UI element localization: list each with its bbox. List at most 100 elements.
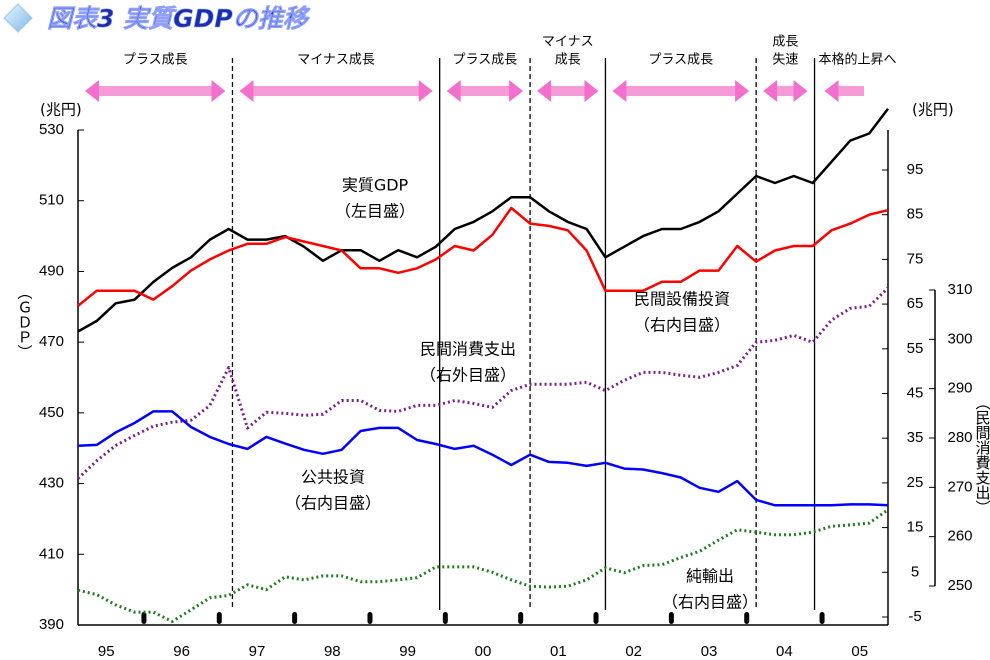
series-scale-label: （右外目盛） [420, 366, 516, 385]
series-scale-label: （左目盛） [335, 202, 415, 221]
y2-tick-label: 45 [907, 384, 924, 401]
series-line [77, 206, 889, 307]
series-label: 公共投資 [301, 468, 365, 487]
y2-unit: (兆円) [912, 101, 954, 119]
y3-tick-label: 270 [947, 478, 972, 495]
arrow-head [537, 80, 552, 102]
series-label: 民間設備投資 [634, 290, 730, 309]
x-tick-label: 96 [173, 643, 190, 660]
arrow-shaft [624, 86, 738, 96]
y-tick-label: 470 [39, 333, 64, 350]
y3-tick-label: 250 [947, 577, 972, 594]
y2-tick-label: 35 [907, 429, 924, 446]
y2-tick-label: 65 [907, 295, 924, 312]
phase-label: プラス成長 [453, 53, 518, 68]
y3-axis-label: （民間消費支出） [974, 395, 990, 515]
arrow-shaft [251, 86, 421, 96]
y2-tick-label: 75 [907, 250, 924, 267]
x-tick-label: 04 [776, 643, 793, 660]
series-line [76, 286, 890, 480]
phase-arrow [85, 80, 226, 102]
phase-label: 成長 [772, 35, 798, 50]
y2-tick-label: -5 [908, 608, 921, 625]
phase-arrow [537, 80, 599, 102]
arrow-head [509, 80, 524, 102]
arrow-head [612, 80, 627, 102]
phase-label: 本格的上昇へ [819, 52, 897, 68]
y-tick-label: 530 [39, 121, 64, 138]
x-tick-label: 01 [550, 643, 567, 660]
y3-tick-label: 280 [947, 429, 972, 446]
phase-arrow [612, 80, 750, 102]
y3-tick-label: 300 [947, 330, 972, 347]
arrow-head [418, 80, 433, 102]
x-tick-label: 95 [98, 643, 115, 660]
arrow-head [824, 80, 839, 102]
y2-tick-label: 55 [907, 340, 924, 357]
year-separator [518, 612, 524, 624]
y2-tick-label: 5 [911, 563, 919, 580]
y-tick-label: 430 [39, 475, 64, 492]
arrow-head [763, 80, 778, 102]
year-separator [141, 612, 147, 624]
arrow-head [85, 80, 99, 102]
arrow-shaft [775, 86, 796, 96]
y3-tick-label: 260 [947, 528, 972, 545]
y3-tick-label: 290 [947, 380, 972, 397]
arrow-shaft [458, 86, 512, 96]
phase-label: 成長 [555, 53, 581, 68]
phase-label: プラス成長 [648, 53, 713, 68]
year-separator [367, 612, 373, 624]
phase-label: 失速 [772, 53, 798, 68]
phase-arrow [763, 80, 808, 102]
x-tick-label: 98 [324, 643, 341, 660]
series-label: 民間消費支出 [420, 340, 516, 359]
x-tick-label: 05 [851, 643, 868, 660]
title-icon [3, 3, 33, 33]
y-tick-label: 450 [39, 404, 64, 421]
y-tick-label: 410 [39, 545, 64, 562]
series-line [77, 108, 889, 333]
year-separator [216, 612, 222, 624]
year-separator [819, 612, 825, 624]
arrow-head [211, 80, 226, 102]
x-tick-label: 03 [701, 643, 718, 660]
series-scale-label: （右内目盛） [285, 494, 381, 513]
y2-tick-label: 25 [907, 474, 924, 491]
phase-label: プラス成長 [123, 53, 188, 68]
y-tick-label: 510 [39, 192, 64, 209]
year-separator [668, 612, 674, 624]
series-line [77, 508, 889, 623]
arrow-shaft [836, 86, 864, 96]
y2-tick-label: 85 [907, 206, 924, 223]
y2-tick-label: 95 [907, 161, 924, 178]
y-tick-label: 490 [39, 262, 64, 279]
x-tick-label: 99 [399, 643, 416, 660]
series-scale-label: （右内目盛） [634, 316, 730, 335]
y-axis-label: （ＧＤＰ） [16, 285, 34, 360]
arrow-head [735, 80, 750, 102]
y2-tick-label: 15 [907, 519, 924, 536]
series-line [77, 410, 889, 507]
arrow-head [584, 80, 599, 102]
x-tick-label: 97 [249, 643, 266, 660]
series-label: 実質GDP [342, 176, 409, 195]
arrow-shaft [549, 86, 587, 96]
arrow-head [239, 80, 254, 102]
y-tick-label: 390 [39, 616, 64, 633]
chart-title: 図表3 実質GDPの推移 [47, 4, 311, 33]
series-scale-label: （右内目盛） [662, 593, 758, 612]
series-label: 純輸出 [686, 567, 734, 586]
year-separator [292, 612, 298, 624]
phase-arrow [239, 80, 433, 102]
arrow-head [793, 80, 808, 102]
arrow-shaft [97, 86, 214, 96]
phase-arrow [824, 80, 864, 102]
x-tick-label: 00 [475, 643, 492, 660]
year-separator [442, 612, 448, 624]
phase-label: マイナス成長 [297, 53, 375, 68]
arrow-head [446, 80, 461, 102]
year-separator [744, 612, 750, 624]
y3-tick-label: 310 [947, 281, 972, 298]
